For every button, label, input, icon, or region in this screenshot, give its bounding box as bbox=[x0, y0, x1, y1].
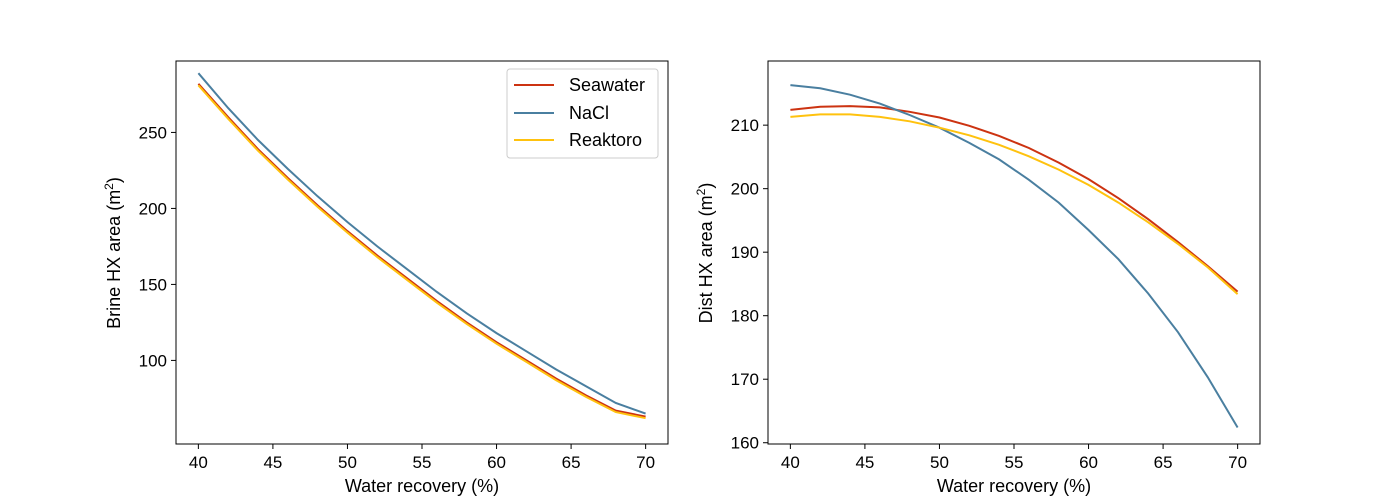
right-x-tick-label: 45 bbox=[855, 453, 874, 472]
left-x-axis-label: Water recovery (%) bbox=[345, 476, 499, 496]
left-x-tick-label: 70 bbox=[636, 453, 655, 472]
left-y-tick-label: 100 bbox=[139, 351, 167, 370]
right-y-tick-label: 180 bbox=[731, 307, 759, 326]
right-plot-frame bbox=[767, 60, 1261, 445]
legend-label-nacl: NaCl bbox=[569, 103, 609, 123]
right-plot: 40 45 50 55 60 65 70 160 170 180 190 200 210 Water … bbox=[694, 60, 1261, 496]
right-y-tick-label: 160 bbox=[731, 434, 759, 453]
right-y-tick-label: 170 bbox=[731, 370, 759, 389]
right-x-tick-label: 55 bbox=[1005, 453, 1024, 472]
right-x-tick-label: 40 bbox=[781, 453, 800, 472]
left-x-tick-label: 60 bbox=[487, 453, 506, 472]
right-x-tick-label: 50 bbox=[930, 453, 949, 472]
right-y-axis-label: Dist HX area (m2) bbox=[694, 183, 716, 324]
left-y-tick-label: 150 bbox=[139, 275, 167, 294]
left-x-tick-label: 55 bbox=[413, 453, 432, 472]
left-y-tick-label: 250 bbox=[139, 123, 167, 142]
left-x-tick-label: 50 bbox=[338, 453, 357, 472]
left-x-tick-label: 65 bbox=[562, 453, 581, 472]
left-series-seawater bbox=[197, 83, 646, 418]
right-y-tick-label: 210 bbox=[731, 116, 759, 135]
right-y-tick-label: 200 bbox=[731, 180, 759, 199]
left-x-tick-label: 40 bbox=[189, 453, 208, 472]
right-x-tick-label: 70 bbox=[1228, 453, 1247, 472]
left-series-reaktoro bbox=[197, 84, 646, 420]
right-series-nacl bbox=[790, 84, 1239, 429]
legend-label-seawater: Seawater bbox=[569, 75, 645, 95]
left-y-axis-label: Brine HX area (m2) bbox=[102, 177, 124, 329]
legend-label-reaktoro: Reaktoro bbox=[569, 130, 642, 150]
left-x-tick-label: 45 bbox=[263, 453, 282, 472]
right-series-seawater bbox=[790, 105, 1239, 293]
right-x-tick-label: 60 bbox=[1079, 453, 1098, 472]
left-plot: 40 45 50 55 60 65 70 100 150 200 250 Water recove… bbox=[102, 60, 669, 496]
legend-box bbox=[506, 68, 659, 159]
left-y-tick-label: 200 bbox=[139, 199, 167, 218]
right-y-tick-label: 190 bbox=[731, 243, 759, 262]
right-series-reaktoro bbox=[790, 113, 1239, 295]
left-series-nacl bbox=[197, 72, 646, 415]
right-x-axis-label: Water recovery (%) bbox=[937, 476, 1091, 496]
right-x-tick-label: 65 bbox=[1154, 453, 1173, 472]
legend: Seawater NaCl Reaktoro bbox=[506, 68, 659, 159]
